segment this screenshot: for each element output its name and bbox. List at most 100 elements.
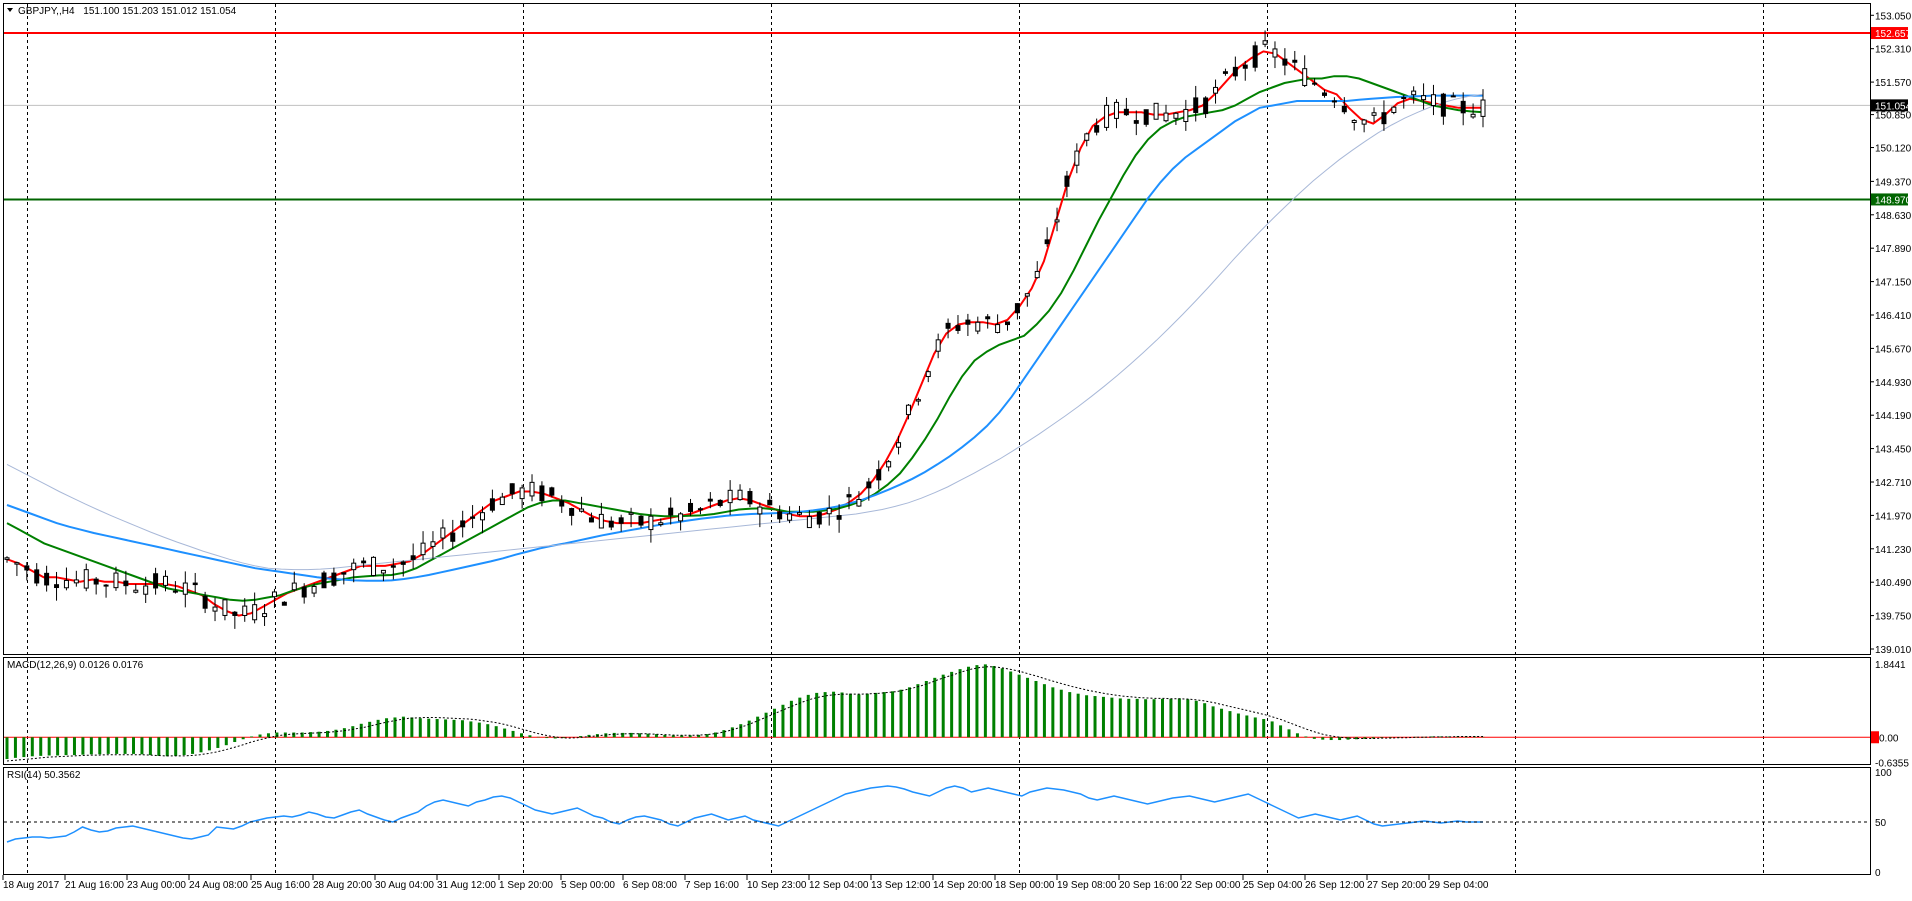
- candle-body: [450, 532, 456, 542]
- rsi-pane[interactable]: 100 50 0 RSI(14) 50.3562: [3, 767, 1893, 880]
- y-tick-label: 143.450: [1875, 445, 1912, 456]
- candle-body: [1351, 119, 1357, 124]
- candle-body: [1282, 58, 1288, 66]
- candle-body: [886, 461, 892, 468]
- y-tick-label: -0.6355: [1875, 758, 1909, 769]
- candle-body: [281, 601, 287, 606]
- ma-line: [6, 93, 1484, 571]
- candle-body: [470, 516, 476, 519]
- candle-body: [1440, 93, 1446, 117]
- candle-body: [113, 572, 119, 589]
- x-tick-label: 6 Sep 08:00: [623, 880, 677, 891]
- x-tick-label: 24 Aug 08:00: [189, 880, 248, 891]
- candle-body: [44, 572, 50, 586]
- candle-body: [905, 404, 911, 416]
- candle-body: [1064, 175, 1070, 187]
- candle-body: [965, 319, 971, 325]
- candle-body: [628, 512, 634, 515]
- candle-body: [767, 499, 773, 506]
- candle-body: [371, 556, 377, 576]
- candle-body: [1133, 120, 1139, 124]
- candle-body: [341, 572, 347, 575]
- candle-body: [172, 590, 178, 593]
- candle-body: [291, 582, 297, 591]
- macd-pane[interactable]: 1.8441 0.00 -0.6355 MACD(12,26,9) 0.0126 0…: [3, 657, 1910, 770]
- rsi-label: RSI(14) 50.3562: [7, 770, 81, 781]
- x-tick-label: 21 Aug 16:00: [65, 880, 124, 891]
- candle-body: [816, 511, 822, 525]
- time-gridlines: [27, 4, 1764, 655]
- symbol-label: GBPJPY,,H4: [18, 6, 75, 17]
- candle-body: [1222, 71, 1228, 74]
- candle-body: [123, 580, 129, 587]
- candle-body: [806, 516, 812, 529]
- candle-body: [707, 498, 713, 502]
- price-pane[interactable]: 152.657 148.970 151.054 153.050 152.310 151.…: [3, 3, 1912, 657]
- candle-body: [1203, 97, 1209, 115]
- candle-body: [559, 500, 565, 507]
- candle-body: [24, 565, 30, 571]
- triangle-down-icon[interactable]: [7, 8, 13, 12]
- candle-body: [747, 491, 753, 505]
- candle-body: [1183, 108, 1189, 123]
- candle-body: [212, 606, 218, 612]
- y-tick-label: 140.490: [1875, 578, 1912, 589]
- candle-body: [83, 569, 89, 589]
- candle-body: [499, 496, 505, 506]
- candle-body: [1005, 321, 1011, 326]
- candle-body: [1034, 270, 1040, 279]
- macd-zero-tag: [1871, 731, 1879, 744]
- ohlc-values: 151.100 151.203 151.012 151.054: [83, 6, 236, 17]
- candle-body: [1104, 104, 1110, 128]
- candle-body: [1391, 106, 1397, 113]
- candle-body: [232, 611, 238, 616]
- current-price-tag: [1871, 99, 1908, 112]
- candle-body: [1302, 68, 1308, 86]
- candle-body: [489, 498, 495, 511]
- candle-body: [153, 573, 159, 589]
- candle-body: [915, 399, 921, 402]
- y-tick-label: 141.970: [1875, 511, 1912, 522]
- y-tick-label: 150.850: [1875, 111, 1912, 122]
- x-tick-label: 20 Sep 16:00: [1119, 880, 1179, 891]
- y-tick-label: 139.750: [1875, 612, 1912, 623]
- candle-body: [668, 507, 674, 516]
- candle-body: [777, 511, 783, 520]
- candle-body: [182, 582, 188, 595]
- horizontal-levels[interactable]: 152.657 148.970 151.054: [4, 27, 1912, 206]
- candle-body: [1123, 108, 1129, 116]
- x-tick-label: 25 Sep 04:00: [1243, 880, 1303, 891]
- level-price-label: 148.970: [1875, 195, 1912, 206]
- candle-body: [935, 339, 941, 352]
- candle-body: [1252, 45, 1258, 68]
- candle-body: [608, 520, 614, 528]
- candle-body: [460, 520, 466, 528]
- candle-body: [876, 469, 882, 481]
- y-tick-label: 146.410: [1875, 311, 1912, 322]
- candle-body: [569, 508, 575, 516]
- x-tick-label: 23 Aug 00:00: [127, 880, 186, 891]
- candle-body: [321, 572, 327, 589]
- price-axis: 153.050 152.310 151.570 150.850 150.120 149.3…: [1870, 11, 1912, 656]
- candle-body: [361, 560, 367, 564]
- candle-body: [1341, 105, 1347, 113]
- candle-body: [222, 599, 228, 616]
- candle-body: [1272, 48, 1278, 58]
- x-tick-label: 18 Sep 00:00: [995, 880, 1055, 891]
- x-tick-label: 28 Aug 20:00: [313, 880, 372, 891]
- x-tick-label: 25 Aug 16:00: [251, 880, 310, 891]
- candle-body: [985, 316, 991, 320]
- y-tick-label: 1.8441: [1875, 660, 1906, 671]
- candle-body: [400, 561, 406, 565]
- x-tick-label: 13 Sep 12:00: [871, 880, 931, 891]
- current-price-label: 151.054: [1875, 101, 1912, 112]
- candle-body: [737, 489, 743, 501]
- candle-body: [143, 585, 149, 595]
- y-tick-label: 150.120: [1875, 144, 1912, 155]
- moving-averages: [6, 50, 1484, 617]
- candle-body: [549, 487, 555, 496]
- candle-body: [995, 324, 1001, 333]
- candle-body: [301, 586, 307, 598]
